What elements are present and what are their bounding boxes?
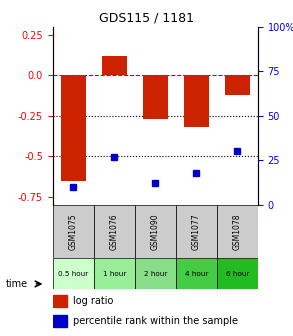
Bar (102, 56, 127, 75)
Text: GDS115 / 1181: GDS115 / 1181 (99, 12, 194, 25)
Text: 0.5 hour: 0.5 hour (58, 271, 88, 277)
Text: time: time (6, 279, 28, 289)
Text: GSM1077: GSM1077 (192, 213, 201, 250)
FancyBboxPatch shape (176, 258, 217, 289)
Text: GSM1075: GSM1075 (69, 213, 78, 250)
Bar (225, 75, 250, 95)
FancyBboxPatch shape (94, 205, 135, 258)
Text: 2 hour: 2 hour (144, 271, 167, 277)
Text: GSM1078: GSM1078 (233, 213, 242, 250)
Text: GSM1076: GSM1076 (110, 213, 119, 250)
FancyBboxPatch shape (135, 205, 176, 258)
Text: log ratio: log ratio (73, 296, 114, 306)
Bar (61, 75, 86, 180)
FancyBboxPatch shape (217, 258, 258, 289)
FancyBboxPatch shape (53, 205, 94, 258)
Text: 4 hour: 4 hour (185, 271, 208, 277)
Text: percentile rank within the sample: percentile rank within the sample (73, 316, 238, 326)
Text: GSM1090: GSM1090 (151, 213, 160, 250)
Bar (53, 295, 67, 307)
Text: 6 hour: 6 hour (226, 271, 249, 277)
FancyBboxPatch shape (176, 205, 217, 258)
Text: 1 hour: 1 hour (103, 271, 126, 277)
FancyBboxPatch shape (217, 205, 258, 258)
FancyBboxPatch shape (135, 258, 176, 289)
Bar (53, 315, 67, 327)
FancyBboxPatch shape (53, 258, 94, 289)
Bar (184, 75, 209, 127)
FancyBboxPatch shape (94, 258, 135, 289)
Bar (143, 75, 168, 119)
